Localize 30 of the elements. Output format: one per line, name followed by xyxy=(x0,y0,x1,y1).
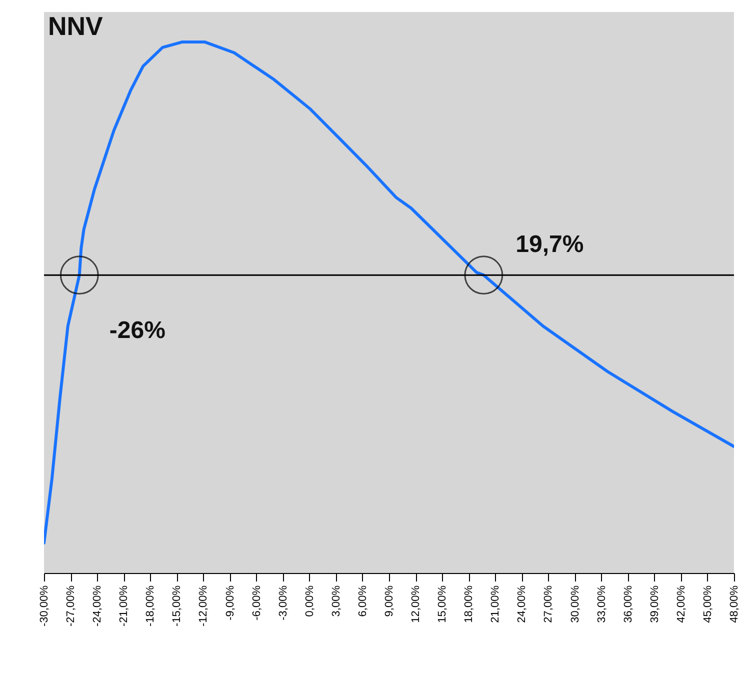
x-tick-label: -30,00% xyxy=(38,585,50,626)
x-tick-label: 9,00% xyxy=(384,585,396,617)
x-tick-label: -24,00% xyxy=(92,585,104,626)
x-tick-label: -12,00% xyxy=(198,585,210,626)
chart-title: NNV xyxy=(48,11,104,41)
annotation: -26% xyxy=(109,317,166,344)
x-tick-label: 0,00% xyxy=(304,585,316,617)
x-tick-label: 30,00% xyxy=(569,585,582,623)
x-tick-label: -18,00% xyxy=(144,585,157,626)
x-tick-label: -9,00% xyxy=(224,585,236,620)
x-tick-label: 39,00% xyxy=(648,585,661,623)
x-tick-label: 27,00% xyxy=(542,585,555,623)
x-tick-label: 21,00% xyxy=(490,585,502,623)
x-tick-label: 6,00% xyxy=(356,585,369,617)
x-tick-label: 18,00% xyxy=(463,585,476,623)
x-tick-label: 48,00% xyxy=(728,585,740,623)
x-tick-label: 15,00% xyxy=(436,585,449,623)
x-tick-label: -21,00% xyxy=(118,585,130,626)
x-tick-label: 36,00% xyxy=(622,585,634,623)
annotation: 19,7% xyxy=(516,231,584,258)
x-tick-label: 33,00% xyxy=(596,585,608,623)
x-tick-label: 42,00% xyxy=(675,585,688,623)
x-tick-label: -3,00% xyxy=(277,585,290,620)
x-tick-label: -6,00% xyxy=(250,585,263,620)
x-tick-label: 3,00% xyxy=(330,585,342,617)
x-tick-label: -27,00% xyxy=(65,585,78,626)
x-tick-label: 45,00% xyxy=(702,585,714,623)
x-tick-label: 12,00% xyxy=(410,585,422,623)
x-tick-label: -15,00% xyxy=(171,585,184,626)
x-tick-label: 24,00% xyxy=(516,585,528,623)
